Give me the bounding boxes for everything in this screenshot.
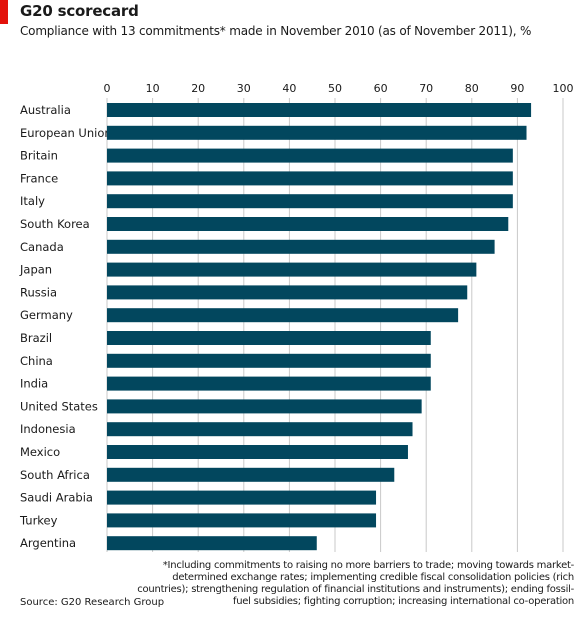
x-tick-label: 30 xyxy=(237,82,251,95)
bar xyxy=(107,353,431,368)
bar xyxy=(107,376,431,391)
bar xyxy=(107,148,513,163)
bar xyxy=(107,194,513,209)
bar xyxy=(107,262,477,277)
x-tick-label: 40 xyxy=(282,82,296,95)
chart-title: G20 scorecard xyxy=(20,2,139,20)
bar xyxy=(107,490,377,505)
bar xyxy=(107,331,431,345)
footnote: *Including commitments to raising no mor… xyxy=(137,560,574,607)
bar xyxy=(107,171,513,186)
category-label: Argentina xyxy=(20,536,76,550)
bar xyxy=(107,467,395,482)
x-tick-label: 0 xyxy=(104,82,111,95)
x-tick-label: 100 xyxy=(553,82,574,95)
category-label: India xyxy=(20,377,48,391)
x-tick-label: 80 xyxy=(465,82,479,95)
category-label: Australia xyxy=(20,103,71,117)
bar xyxy=(107,125,527,140)
category-label: Russia xyxy=(20,285,57,299)
category-label: United States xyxy=(20,399,98,413)
category-label: Saudi Arabia xyxy=(20,491,93,505)
bar xyxy=(107,513,377,528)
bar xyxy=(107,422,413,437)
x-tick-label: 10 xyxy=(146,82,160,95)
x-tick-label: 70 xyxy=(419,82,433,95)
bar xyxy=(107,217,509,231)
x-tick-label: 50 xyxy=(328,82,342,95)
x-tick-label: 60 xyxy=(374,82,388,95)
bar xyxy=(107,103,532,117)
bar xyxy=(107,399,422,414)
category-label: Germany xyxy=(20,308,73,322)
chart-subtitle: Compliance with 13 commitments* made in … xyxy=(20,24,532,38)
category-label: Britain xyxy=(20,149,58,163)
category-label: Brazil xyxy=(20,331,52,345)
source-note: Source: G20 Research Group xyxy=(20,597,165,608)
category-label: Turkey xyxy=(19,513,58,527)
category-label: Italy xyxy=(20,194,45,208)
bar xyxy=(107,445,408,459)
bar xyxy=(107,285,468,300)
category-label: Japan xyxy=(19,263,52,277)
bar xyxy=(107,308,459,323)
category-label: Mexico xyxy=(20,445,60,459)
category-label: Canada xyxy=(20,240,64,254)
x-tick-label: 90 xyxy=(510,82,524,95)
category-label: South Korea xyxy=(20,217,90,231)
x-tick-label: 20 xyxy=(191,82,205,95)
category-label: China xyxy=(20,354,53,368)
bar xyxy=(107,239,495,254)
category-label: South Africa xyxy=(20,468,90,482)
category-label: France xyxy=(20,171,58,185)
category-label: Indonesia xyxy=(20,422,76,436)
red-accent-tab xyxy=(0,0,8,24)
bar xyxy=(107,536,317,551)
category-label: European Union xyxy=(20,126,112,140)
